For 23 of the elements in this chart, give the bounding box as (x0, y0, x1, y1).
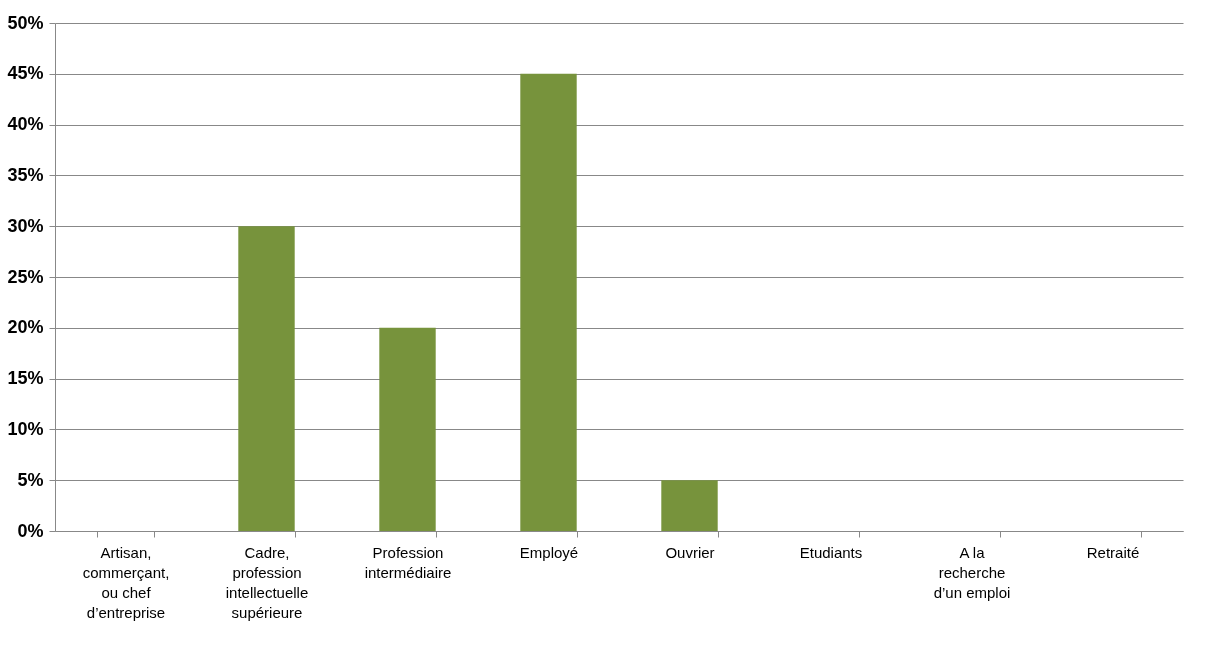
y-tick-label: 25% (7, 266, 44, 287)
bar (661, 480, 718, 531)
x-tick-label: Profession intermédiaire (364, 543, 452, 581)
y-tick-label: 0% (17, 520, 44, 541)
y-tick-label: 35% (7, 164, 44, 185)
y-tick-label: 10% (7, 418, 44, 439)
x-tick-label: Etudiants (799, 543, 863, 561)
x-tick-label: Ouvrier (665, 543, 715, 561)
y-tick-label: 45% (7, 63, 44, 84)
x-tick-label: Cadre, profession intellectuelle supérieure (225, 543, 309, 621)
y-tick-label: 50% (7, 12, 44, 33)
x-tick-label: A la recherche d’un emploi (933, 543, 1011, 601)
y-tick-label: 15% (7, 368, 44, 389)
y-tick-label: 20% (7, 317, 44, 338)
y-tick-label: 30% (7, 215, 44, 236)
y-tick-label: 40% (7, 114, 44, 135)
x-tick-label: Employé (519, 543, 579, 561)
bar (520, 73, 577, 531)
x-tick-label: Artisan, commerçant, ou chef d’entreprise (82, 543, 170, 621)
x-tick-label: Retraité (1086, 543, 1140, 561)
bar (238, 226, 295, 531)
bar (379, 327, 436, 531)
y-tick-label: 5% (17, 469, 44, 490)
